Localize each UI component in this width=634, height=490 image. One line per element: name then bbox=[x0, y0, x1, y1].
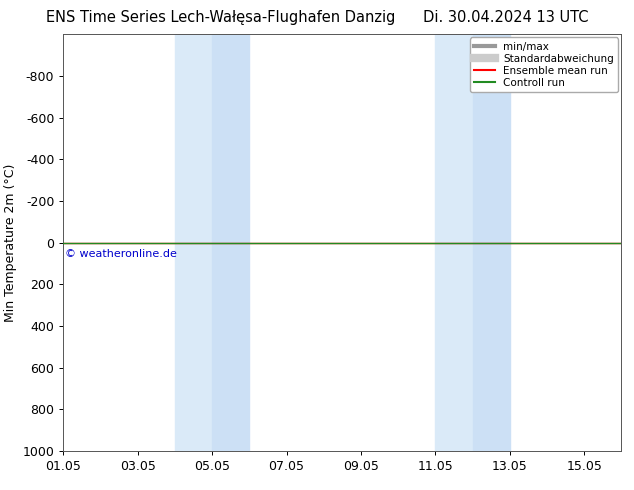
Legend: min/max, Standardabweichung, Ensemble mean run, Controll run: min/max, Standardabweichung, Ensemble me… bbox=[470, 37, 618, 92]
Y-axis label: Min Temperature 2m (°C): Min Temperature 2m (°C) bbox=[4, 163, 17, 322]
Bar bbox=[436, 34, 472, 451]
Text: © weatheronline.de: © weatheronline.de bbox=[65, 249, 177, 259]
Bar bbox=[175, 34, 212, 451]
Bar bbox=[212, 34, 249, 451]
Text: ENS Time Series Lech-Wałęsa-Flughafen Danzig      Di. 30.04.2024 13 UTC: ENS Time Series Lech-Wałęsa-Flughafen Da… bbox=[46, 10, 588, 25]
Bar bbox=[472, 34, 510, 451]
